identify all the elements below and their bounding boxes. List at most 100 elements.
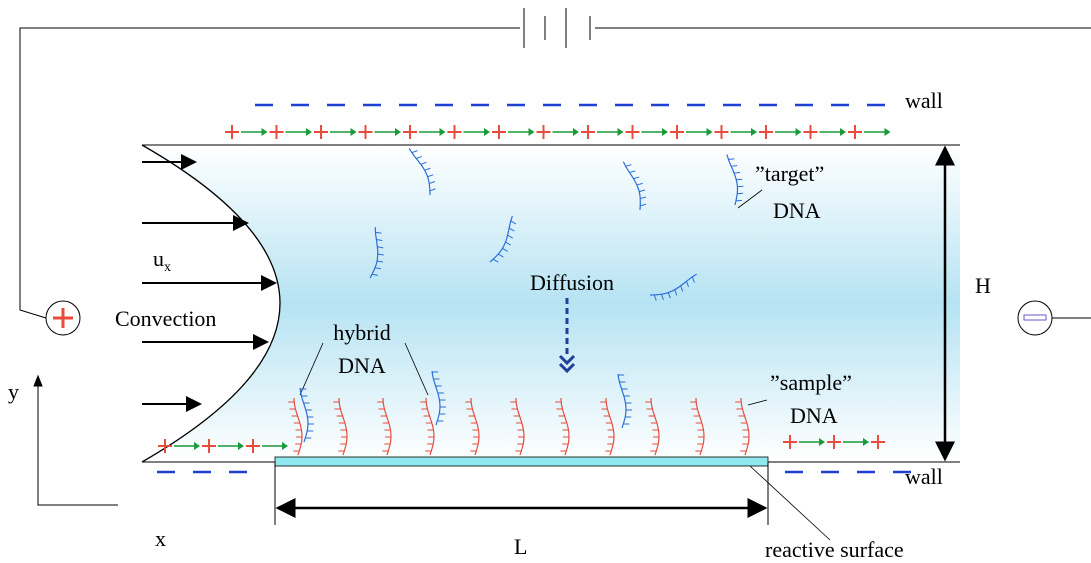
- dna-base: [508, 227, 515, 232]
- minus-sign: [1023, 314, 1047, 321]
- dna-backbone: [489, 215, 513, 263]
- dna-strand: [369, 227, 384, 279]
- positive-charge: [447, 125, 462, 139]
- dna-base: [736, 178, 743, 181]
- dimensions: [33, 145, 955, 525]
- dna-base: [505, 241, 511, 246]
- flow-arrows: [142, 154, 277, 412]
- diffusion-arrow: [558, 298, 576, 374]
- hybrid-label: hybrid: [333, 320, 390, 345]
- dna-backbone: [408, 147, 431, 196]
- wall-label: wall: [905, 88, 943, 113]
- dna-base: [492, 258, 499, 263]
- dna-base: [653, 294, 657, 301]
- dna-base: [674, 289, 678, 296]
- hybrid-label: DNA: [338, 353, 386, 378]
- positive-charge: [827, 435, 841, 449]
- dna-base: [660, 294, 664, 301]
- positive-charge: [536, 125, 551, 139]
- plus-sign: [53, 308, 73, 328]
- drift-arrowhead: [282, 442, 288, 450]
- dna-backbone: [695, 397, 705, 456]
- dna-strand: [622, 161, 647, 211]
- dna-base: [680, 285, 684, 292]
- velocity-base: u: [153, 246, 164, 271]
- dna-base: [737, 185, 744, 188]
- drift-arrowhead: [484, 128, 490, 136]
- dna-backbone: [560, 397, 570, 456]
- dna-base: [640, 196, 647, 200]
- positive-charge: [158, 439, 172, 453]
- dna-strand: [555, 397, 570, 456]
- positive-charge: [358, 125, 373, 139]
- dna-base: [424, 167, 431, 171]
- dna-base: [377, 246, 384, 249]
- dna-strand: [333, 397, 348, 456]
- dna-strand: [690, 397, 705, 456]
- dna-strand: [600, 397, 615, 456]
- dna-base: [639, 189, 646, 193]
- sample-label: ”sample”: [770, 370, 852, 395]
- leader-lines: [299, 189, 831, 541]
- axis-label: y: [8, 379, 19, 404]
- wall-label: wall: [905, 464, 943, 489]
- dna-backbone: [431, 370, 441, 426]
- convection-label: Convection: [115, 306, 216, 331]
- dna-base: [507, 234, 514, 239]
- dna-base: [374, 267, 382, 270]
- dna-base: [686, 281, 690, 288]
- dna-base: [429, 188, 436, 192]
- drift-arrowhead: [573, 128, 579, 136]
- drift-arrowhead: [261, 128, 268, 136]
- drift-arrowhead: [395, 128, 401, 136]
- drift-arrowhead: [238, 442, 244, 450]
- height-label: H: [975, 273, 991, 298]
- drift-arrowhead: [662, 128, 668, 136]
- drift-arrowhead: [795, 128, 802, 136]
- drift-arrowhead: [528, 128, 535, 136]
- dna-strand: [726, 154, 744, 206]
- drift-arrowhead: [884, 128, 891, 136]
- drift-arrowhead: [439, 128, 446, 136]
- positive-charge: [783, 435, 797, 449]
- positive-charge: [759, 125, 773, 139]
- dna-backbone: [293, 397, 303, 456]
- positive-charge: [803, 125, 818, 139]
- reactive-surface: [274, 456, 769, 467]
- dna-strand: [420, 397, 435, 456]
- dna-strand: [431, 370, 446, 426]
- length-label: L: [514, 534, 527, 559]
- dna-strand: [299, 387, 314, 443]
- dna-strand: [465, 397, 480, 456]
- velocity-label: ux: [153, 246, 171, 275]
- drift-arrowhead: [306, 128, 312, 136]
- dna-base: [737, 192, 744, 195]
- dna-base: [420, 161, 427, 165]
- dna-backbone: [617, 373, 627, 429]
- dna-base: [376, 260, 384, 263]
- dna-backbone: [726, 154, 739, 206]
- positive-charge: [269, 125, 284, 139]
- dna-base: [510, 220, 517, 225]
- velocity-sub: x: [164, 260, 171, 275]
- dna-base: [731, 165, 738, 167]
- dna-base: [429, 181, 436, 185]
- diffusion-label: Diffusion: [530, 270, 614, 295]
- dna-base: [377, 253, 384, 256]
- sample-label: DNA: [790, 403, 838, 428]
- dna-strand: [617, 373, 632, 429]
- dna-base: [629, 170, 636, 173]
- dna-backbone: [740, 397, 750, 456]
- target-label: ”target”: [755, 161, 824, 186]
- positive-charge: [670, 125, 684, 139]
- drift-arrowhead: [350, 128, 357, 136]
- positive-charge: [314, 125, 328, 139]
- dna-strand: [735, 397, 750, 456]
- dna-base: [411, 150, 418, 154]
- dna-base: [375, 231, 382, 234]
- dna-strand: [649, 273, 698, 301]
- dna-backbone: [338, 397, 348, 456]
- dna-base: [625, 164, 632, 167]
- drift-arrowhead: [617, 128, 624, 136]
